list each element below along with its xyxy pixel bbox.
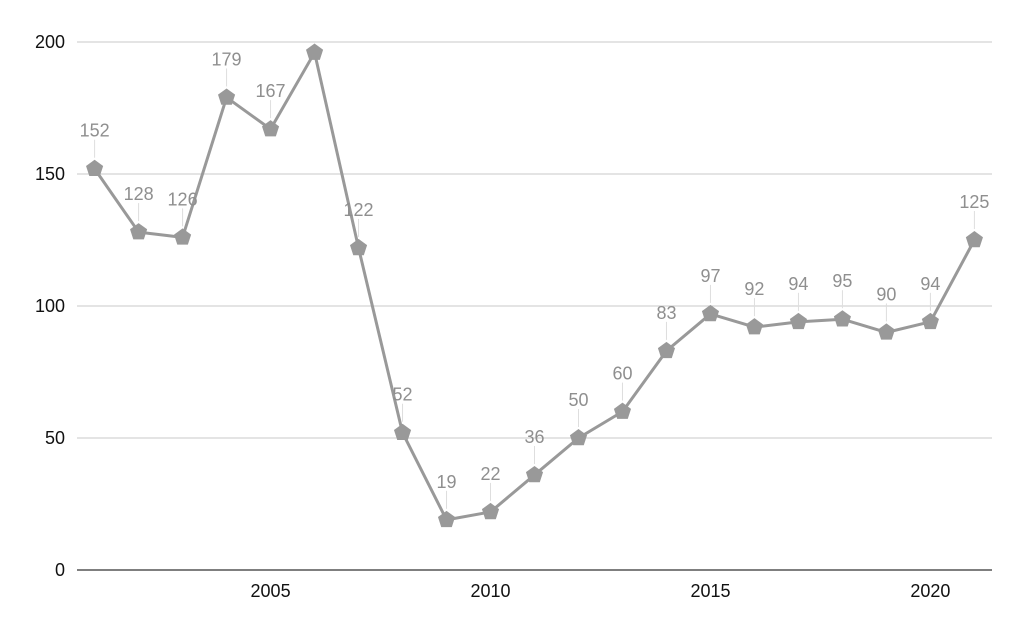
x-tick-label: 2015: [690, 581, 730, 601]
y-tick-label: 0: [55, 560, 65, 580]
data-label: 97: [700, 266, 720, 286]
data-label: 90: [876, 284, 896, 304]
data-label: 92: [744, 279, 764, 299]
data-point-marker: [701, 304, 720, 322]
data-point-marker: [789, 312, 807, 330]
data-point-marker: [349, 238, 368, 256]
y-tick-label: 150: [35, 164, 65, 184]
data-point-marker: [393, 423, 412, 440]
data-label: 94: [920, 274, 940, 294]
data-point-markers: [86, 43, 983, 528]
data-label: 179: [212, 49, 242, 69]
data-point-marker: [833, 310, 851, 327]
data-point-marker: [218, 88, 236, 105]
data-point-marker: [657, 341, 676, 359]
data-point-marker: [877, 323, 895, 340]
data-labels: 152 128 126 179 167 122 52 19 22 36 50 60 83 97 92 94 95…: [80, 49, 990, 491]
data-label: 128: [124, 184, 154, 204]
data-point-marker: [569, 429, 588, 446]
data-label: 126: [168, 189, 198, 209]
data-point-marker: [130, 223, 148, 240]
data-point-marker: [437, 510, 456, 528]
data-point-marker: [262, 120, 280, 137]
y-tick-label: 50: [45, 428, 65, 448]
data-point-marker: [921, 312, 939, 330]
data-point-marker: [481, 502, 500, 520]
data-label: 19: [437, 472, 457, 492]
data-label: 36: [524, 427, 544, 447]
data-label: 95: [832, 271, 852, 291]
data-point-marker: [965, 231, 983, 248]
data-point-marker: [174, 228, 192, 245]
data-point-marker: [613, 402, 632, 419]
data-label: 60: [612, 364, 632, 384]
x-tick-label: 2010: [470, 581, 510, 601]
data-label: 125: [959, 192, 989, 212]
data-label: 50: [568, 390, 588, 410]
y-axis-tick-labels: 0 50 100 150 200: [35, 32, 65, 580]
x-axis-tick-labels: 2005 2010 2015 2020: [251, 581, 951, 601]
data-label: 94: [788, 274, 808, 294]
data-point-marker: [745, 318, 764, 335]
data-label: 152: [80, 121, 110, 141]
data-label: 22: [480, 464, 500, 484]
x-tick-label: 2020: [910, 581, 950, 601]
data-label-leaders: [94, 68, 975, 509]
data-label: 122: [344, 200, 374, 220]
gridlines: [77, 41, 992, 439]
data-point-marker: [525, 465, 544, 483]
x-tick-label: 2005: [251, 581, 291, 601]
data-label: 83: [656, 303, 676, 323]
data-label: 52: [393, 385, 413, 405]
data-point-marker: [86, 159, 104, 176]
data-label: 167: [256, 81, 286, 101]
y-tick-label: 200: [35, 32, 65, 52]
y-tick-label: 100: [35, 296, 65, 316]
data-point-marker: [305, 43, 324, 60]
